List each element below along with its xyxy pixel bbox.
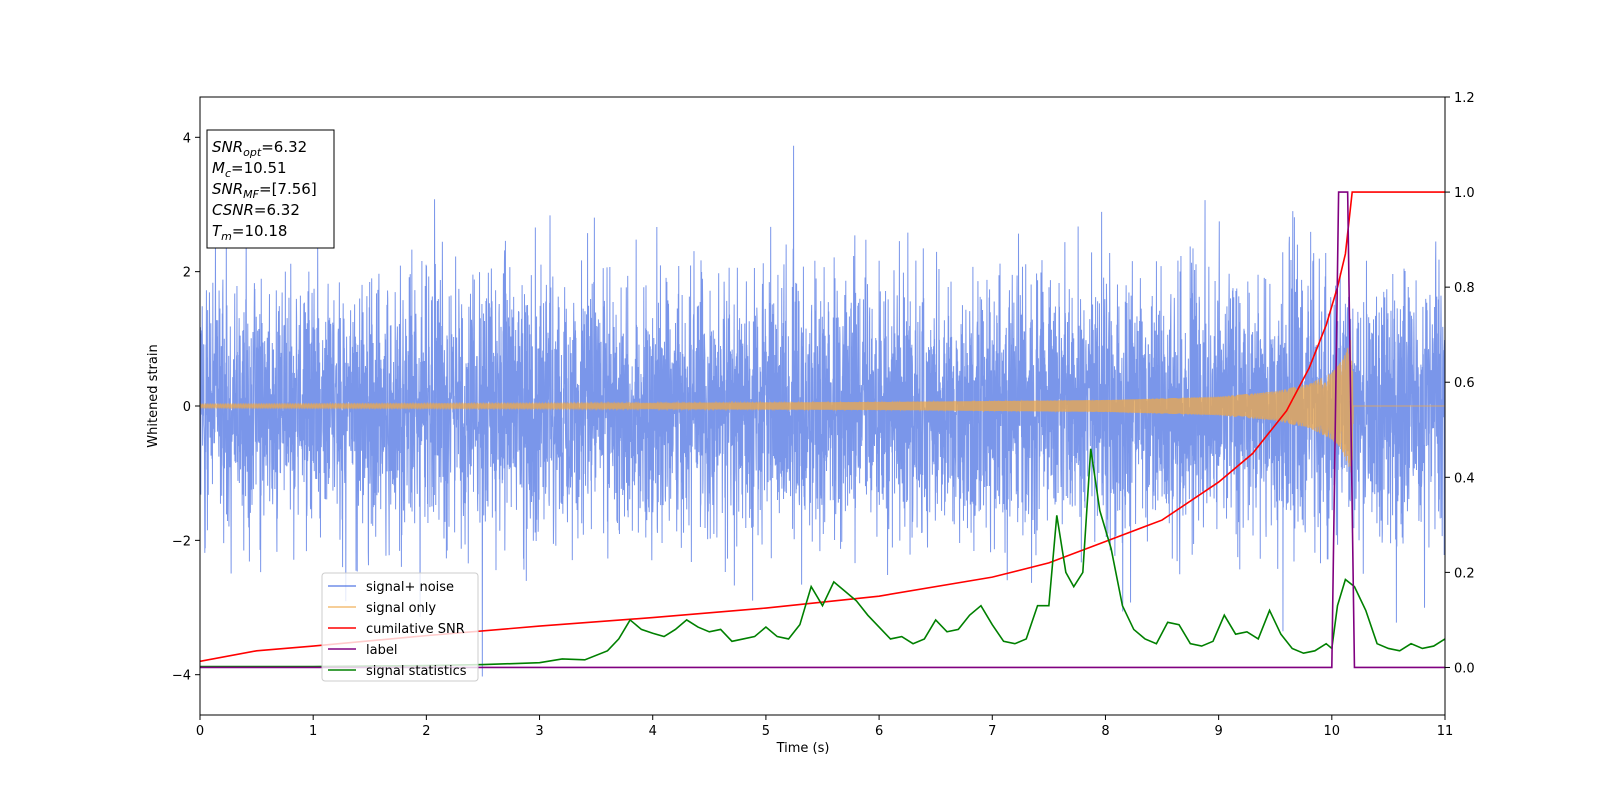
- x-tick-label: 2: [422, 724, 430, 739]
- series-label: [200, 191, 1445, 669]
- annotation-line: CSNR=6.32: [212, 201, 300, 219]
- x-tick-label: 1: [309, 724, 317, 739]
- x-tick-label: 5: [762, 724, 770, 739]
- legend-entry: signal only: [366, 601, 436, 616]
- legend-entry: cumilative SNR: [366, 622, 465, 637]
- legend-entry: signal+ noise: [366, 580, 454, 595]
- series-signal-statistics: [200, 448, 1445, 668]
- x-tick-label: 3: [535, 724, 543, 739]
- y-tick-label-right: 0.2: [1454, 566, 1475, 581]
- x-tick-label: 7: [988, 724, 996, 739]
- y-tick-label-right: 1.0: [1454, 186, 1475, 201]
- y-tick-label-left: −2: [172, 534, 191, 549]
- y-tick-label-left: 2: [183, 266, 191, 281]
- x-tick-label: 11: [1437, 724, 1454, 739]
- annotation-frame: [206, 129, 335, 249]
- x-axis-label: Time (s): [776, 741, 830, 756]
- y-tick-label-right: 0.8: [1454, 281, 1475, 296]
- y-tick-label-right: 0.0: [1454, 661, 1475, 676]
- legend: signal+ noise signal only cumilative SNR la…: [321, 572, 479, 682]
- y-tick-label-left: 4: [183, 131, 191, 146]
- x-tick-label: 0: [196, 724, 204, 739]
- annotation-line: Mc=10.51: [212, 159, 287, 180]
- annotation-box: SNRopt=6.32Mc=10.51SNRMF=[7.56]CSNR=6.32…: [206, 129, 335, 249]
- y-tick-label-right: 1.2: [1454, 91, 1475, 106]
- annotation-line: SNRMF=[7.56]: [212, 180, 317, 201]
- x-tick-label: 4: [649, 724, 657, 739]
- y-tick-label-left: 0: [183, 400, 191, 415]
- y-tick-label-right: 0.4: [1454, 471, 1475, 486]
- x-tick-label: 10: [1324, 724, 1341, 739]
- y-tick-label-left: −4: [172, 669, 191, 684]
- axes: 0 1 2 3 4 5 6 7 8 9 10 11 −4 −2 0 2 4 0.0 0.2 0.4 0.6 0.8 1.0 1…: [172, 91, 1475, 739]
- series-signal-only: [200, 340, 1445, 473]
- x-tick-label: 6: [875, 724, 883, 739]
- x-tick-label: 9: [1214, 724, 1222, 739]
- y-tick-label-right: 0.6: [1454, 376, 1475, 391]
- annotation-line: Tm=10.18: [212, 222, 287, 243]
- legend-box: [321, 572, 479, 682]
- y-axis-label: Whitened strain: [146, 344, 161, 447]
- x-tick-label: 8: [1101, 724, 1109, 739]
- legend-entry: label: [366, 643, 397, 658]
- annotation-line: SNRopt=6.32: [212, 138, 307, 159]
- legend-entry: signal statistics: [366, 664, 467, 679]
